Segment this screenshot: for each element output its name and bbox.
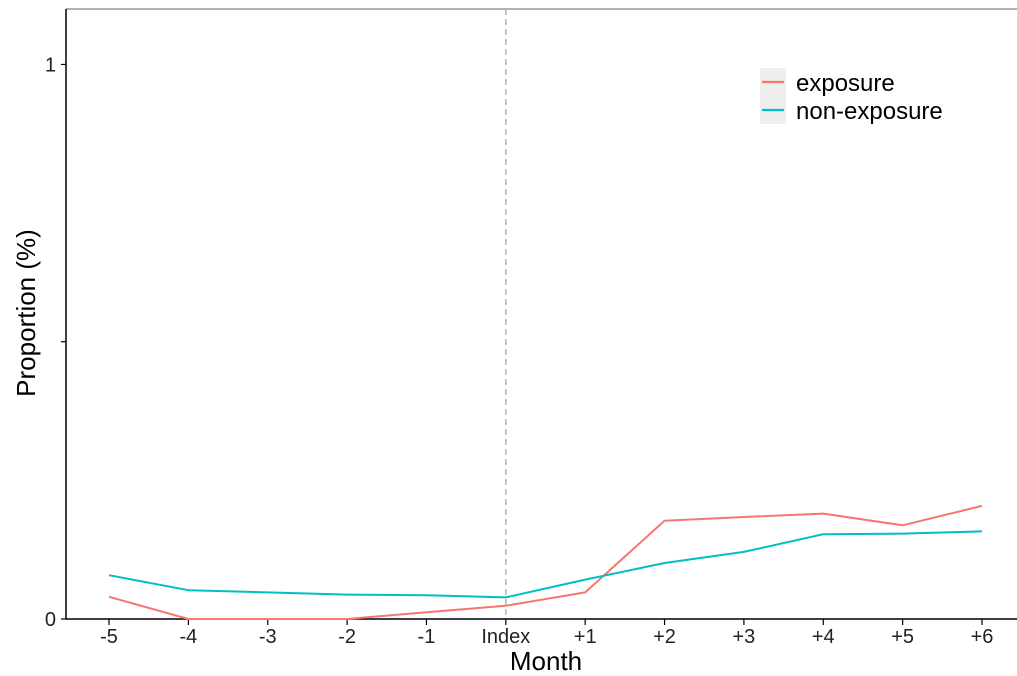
legend: exposure non-exposure [760, 68, 943, 125]
legend-label-exposure: exposure [796, 70, 895, 97]
legend-label-non-exposure: non-exposure [796, 98, 943, 125]
x-tick-label: -2 [338, 626, 356, 648]
x-tick-label: +6 [971, 626, 994, 648]
y-tick-label: 0 [45, 609, 56, 631]
x-tick-label: -5 [100, 626, 118, 648]
x-axis-title: Month [510, 646, 582, 676]
x-tick-label: +3 [733, 626, 756, 648]
x-tick-label: +1 [574, 626, 597, 648]
series-line-exposure [108, 504, 983, 620]
y-axis-title: Proportion (%) [11, 229, 41, 397]
x-tick-label: -4 [179, 626, 197, 648]
y-tick-label: 1 [45, 54, 56, 76]
x-tick-label: +5 [891, 626, 914, 648]
x-tick-label: Index [481, 626, 530, 648]
x-tick-label: +4 [812, 626, 835, 648]
series-line-non-exposure [108, 530, 983, 599]
x-tick-label: -3 [259, 626, 277, 648]
x-tick-label: +2 [653, 626, 676, 648]
x-tick-label: -1 [418, 626, 436, 648]
